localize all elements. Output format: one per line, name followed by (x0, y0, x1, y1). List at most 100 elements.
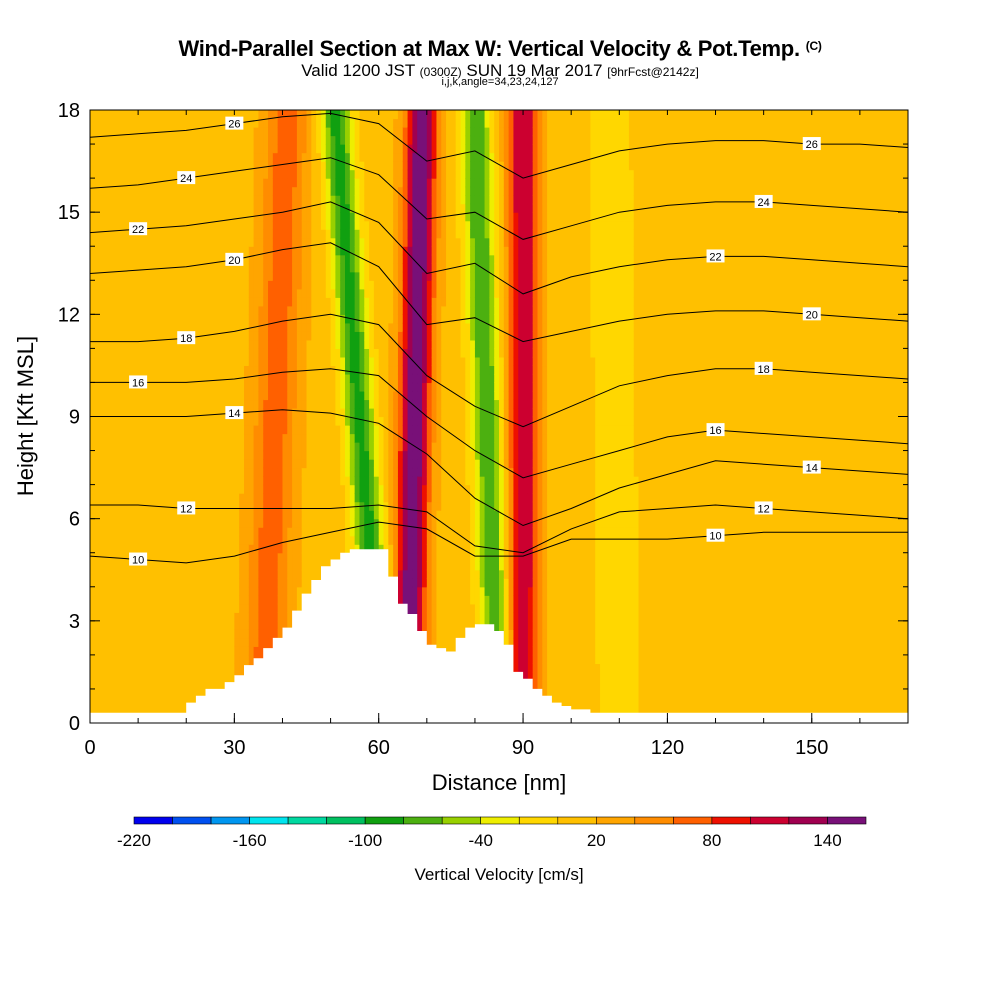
w-cell (166, 254, 173, 264)
w-cell (258, 586, 264, 596)
w-cell (147, 212, 154, 222)
w-cell (114, 186, 120, 196)
w-cell (152, 688, 158, 699)
w-cell (296, 433, 303, 443)
w-cell (248, 110, 255, 120)
w-cell (195, 195, 202, 205)
w-cell (205, 135, 211, 145)
w-cell (296, 578, 303, 588)
w-cell (253, 271, 260, 281)
w-cell (215, 280, 221, 290)
w-cell (128, 271, 134, 281)
w-cell (99, 322, 106, 332)
w-cell (268, 178, 274, 188)
w-cell (239, 493, 245, 503)
w-cell (99, 305, 106, 315)
w-cell (205, 390, 211, 401)
w-cell (191, 203, 197, 213)
w-cell (349, 535, 356, 545)
w-cell (316, 416, 322, 426)
w-cell (234, 348, 240, 358)
w-cell (205, 501, 211, 511)
w-cell (301, 544, 308, 554)
w-cell (268, 237, 274, 247)
w-cell (393, 229, 399, 239)
w-cell (277, 425, 284, 435)
w-cell (152, 246, 158, 256)
w-cell (311, 331, 317, 341)
w-cell (205, 433, 211, 443)
w-cell (162, 237, 168, 247)
w-cell (157, 416, 163, 426)
w-cell (104, 382, 110, 392)
w-cell (123, 637, 130, 647)
w-cell (210, 271, 216, 281)
w-cell (200, 535, 207, 545)
w-cell (253, 510, 260, 520)
w-cell (104, 459, 110, 469)
w-cell (268, 407, 274, 418)
w-cell (195, 654, 202, 664)
w-cell (239, 527, 245, 537)
w-cell (205, 212, 211, 222)
w-cell (373, 127, 380, 137)
w-cell (99, 629, 106, 639)
w-cell (200, 493, 207, 503)
w-cell (373, 305, 380, 315)
w-cell (417, 569, 423, 579)
w-cell (378, 169, 385, 179)
w-cell (316, 127, 322, 137)
w-cell (397, 246, 404, 256)
w-cell (94, 612, 101, 622)
w-cell (383, 118, 389, 128)
w-cell (373, 365, 380, 375)
w-cell (147, 425, 154, 435)
w-cell (205, 110, 211, 120)
w-cell (412, 399, 418, 409)
w-cell (152, 305, 158, 315)
w-cell (243, 637, 250, 647)
w-cell (171, 322, 178, 332)
w-cell (99, 442, 106, 452)
w-cell (364, 220, 370, 230)
w-cell (402, 331, 409, 341)
w-cell (383, 195, 389, 205)
w-cell (152, 271, 158, 281)
w-cell (114, 484, 120, 494)
w-cell (258, 561, 264, 571)
w-cell (311, 161, 317, 171)
w-cell (200, 629, 207, 639)
w-cell (388, 569, 394, 579)
w-cell (412, 212, 418, 222)
w-cell (263, 339, 269, 349)
w-cell (114, 561, 120, 571)
w-cell (181, 612, 187, 622)
w-cell (282, 356, 288, 367)
w-cell (311, 203, 317, 213)
w-cell (224, 144, 231, 154)
w-cell (325, 450, 332, 460)
w-cell (407, 425, 413, 435)
w-cell (99, 510, 106, 520)
w-cell (171, 356, 178, 367)
w-cell (205, 578, 211, 588)
w-cell (383, 152, 389, 162)
w-cell (359, 127, 365, 137)
w-cell (335, 442, 341, 452)
w-cell (104, 467, 110, 477)
w-cell (407, 246, 413, 256)
w-cell (263, 110, 269, 120)
w-cell (393, 552, 399, 562)
w-cell (114, 518, 120, 528)
w-cell (138, 493, 144, 503)
w-cell (224, 450, 231, 460)
w-cell (176, 459, 183, 469)
w-cell (330, 425, 336, 435)
w-cell (340, 314, 346, 324)
w-cell (277, 195, 284, 205)
w-cell (369, 527, 375, 537)
w-cell (99, 254, 106, 264)
w-cell (176, 271, 183, 281)
w-cell (181, 237, 187, 247)
w-cell (215, 510, 221, 520)
